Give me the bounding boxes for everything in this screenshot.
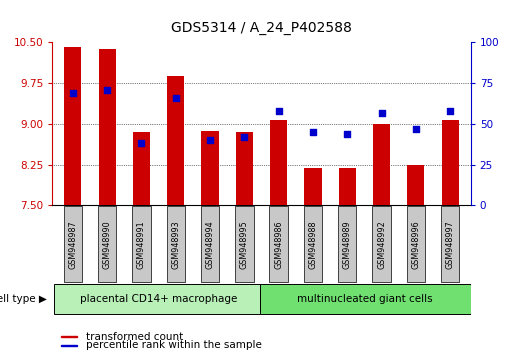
Text: placental CD14+ macrophage: placental CD14+ macrophage xyxy=(80,294,237,304)
Bar xyxy=(304,169,322,205)
Bar xyxy=(270,120,287,205)
Point xyxy=(378,110,386,115)
Text: GSM948997: GSM948997 xyxy=(446,220,454,269)
Text: percentile rank within the sample: percentile rank within the sample xyxy=(86,340,262,350)
Point xyxy=(412,126,420,132)
FancyBboxPatch shape xyxy=(98,206,117,282)
Text: GSM948994: GSM948994 xyxy=(206,220,214,269)
Text: cell type ▶: cell type ▶ xyxy=(0,294,47,304)
FancyBboxPatch shape xyxy=(166,206,185,282)
FancyBboxPatch shape xyxy=(132,206,151,282)
Point xyxy=(275,108,283,114)
Bar xyxy=(133,132,150,205)
Text: GSM948987: GSM948987 xyxy=(69,220,77,269)
Point xyxy=(309,129,317,135)
Text: GSM948995: GSM948995 xyxy=(240,220,249,269)
Bar xyxy=(99,49,116,205)
FancyBboxPatch shape xyxy=(372,206,391,282)
Text: GSM948989: GSM948989 xyxy=(343,220,352,269)
FancyBboxPatch shape xyxy=(64,206,82,282)
Bar xyxy=(339,169,356,205)
FancyBboxPatch shape xyxy=(441,206,459,282)
Bar xyxy=(236,132,253,205)
Text: GSM948992: GSM948992 xyxy=(377,220,386,269)
Bar xyxy=(441,120,459,205)
FancyBboxPatch shape xyxy=(304,206,322,282)
Point xyxy=(103,87,111,92)
Bar xyxy=(407,165,424,205)
FancyBboxPatch shape xyxy=(54,284,260,314)
Point xyxy=(172,95,180,101)
FancyBboxPatch shape xyxy=(269,206,288,282)
Point xyxy=(446,108,454,114)
Point xyxy=(343,131,351,137)
Text: GSM948996: GSM948996 xyxy=(411,220,420,269)
Point xyxy=(137,141,145,146)
Bar xyxy=(61,345,77,346)
Bar xyxy=(373,124,390,205)
Text: transformed count: transformed count xyxy=(86,332,183,342)
FancyBboxPatch shape xyxy=(235,206,254,282)
Text: multinucleated giant cells: multinucleated giant cells xyxy=(297,294,432,304)
FancyBboxPatch shape xyxy=(406,206,425,282)
Text: GDS5314 / A_24_P402588: GDS5314 / A_24_P402588 xyxy=(171,21,352,35)
FancyBboxPatch shape xyxy=(201,206,219,282)
Bar xyxy=(61,336,77,337)
Point xyxy=(69,90,77,96)
Text: GSM948990: GSM948990 xyxy=(103,220,112,269)
FancyBboxPatch shape xyxy=(338,206,357,282)
Bar xyxy=(201,131,219,205)
Text: GSM948988: GSM948988 xyxy=(309,220,317,269)
Bar xyxy=(64,47,82,205)
Text: GSM948993: GSM948993 xyxy=(171,220,180,269)
FancyBboxPatch shape xyxy=(260,284,471,314)
Text: GSM948986: GSM948986 xyxy=(274,220,283,269)
Text: GSM948991: GSM948991 xyxy=(137,220,146,269)
Bar xyxy=(167,76,184,205)
Point xyxy=(240,134,248,140)
Point xyxy=(206,137,214,143)
